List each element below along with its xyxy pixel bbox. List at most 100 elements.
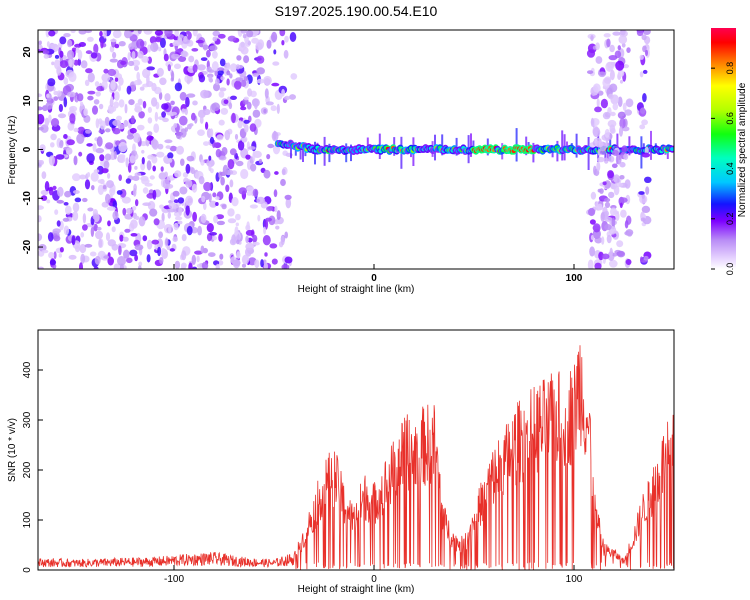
heatmap-cell [611, 149, 619, 156]
heatmap-cell [118, 154, 126, 159]
heatmap-cell [139, 40, 145, 47]
heatmap-cell [619, 175, 625, 180]
heatmap-cell [271, 131, 279, 142]
heatmap-cell [260, 259, 264, 268]
heatmap-cell [72, 173, 81, 182]
heatmap-cell [158, 231, 164, 239]
heatmap-cell [111, 226, 116, 233]
heatmap-cell [609, 124, 616, 134]
heatmap-cell [122, 207, 127, 216]
heatmap-cell [606, 234, 612, 244]
heatmap-cell [600, 98, 609, 109]
heatmap-cell [252, 151, 256, 162]
heatmap-cell [611, 217, 616, 227]
heatmap-cell [110, 96, 114, 106]
heatmap-cell [267, 143, 275, 149]
heatmap-cell [209, 200, 218, 208]
heatmap-cell [211, 102, 221, 112]
heatmap-cell [125, 207, 133, 215]
heatmap-cell [195, 39, 204, 44]
heatmap-cell [223, 99, 229, 105]
spectrogram-x-ticks: -100 0 100 [164, 264, 583, 284]
heatmap-cell [168, 225, 172, 234]
heatmap-cell [289, 94, 296, 100]
heatmap-cell [151, 239, 160, 245]
heatmap-cell [590, 35, 594, 41]
heatmap-cell [49, 259, 57, 266]
heatmap-cell [601, 236, 605, 245]
heatmap-cell [109, 58, 118, 63]
heatmap-cell [598, 71, 606, 76]
heatmap-cell [266, 206, 274, 212]
heatmap-cell [257, 214, 261, 222]
heatmap-cell [58, 104, 64, 112]
heatmap-cell [151, 97, 158, 107]
heatmap-cell [208, 193, 212, 203]
heatmap-cell [251, 37, 259, 44]
heatmap-cell [105, 232, 111, 242]
heatmap-cell [79, 243, 87, 254]
heatmap-cell [129, 34, 138, 42]
heatmap-cell [174, 260, 181, 269]
heatmap-cell [135, 199, 139, 207]
heatmap-cell [597, 156, 605, 163]
heatmap-cell [625, 98, 634, 108]
heatmap-cell [229, 148, 237, 156]
heatmap-cell [617, 96, 623, 108]
heatmap-cell [215, 202, 219, 206]
heatmap-cell [592, 127, 601, 138]
heatmap-cell [65, 147, 73, 155]
heatmap-cell [169, 248, 175, 252]
heatmap-cell [206, 49, 211, 58]
heatmap-cell [237, 140, 245, 151]
heatmap-cell [219, 253, 224, 260]
heatmap-cell [192, 100, 198, 106]
heatmap-cell [281, 264, 290, 269]
y-tick-label: 400 [22, 361, 33, 378]
heatmap-cell [56, 220, 61, 227]
heatmap-cell [203, 181, 212, 192]
heatmap-cell [284, 35, 289, 43]
heatmap-cell [50, 142, 55, 148]
heatmap-cell [621, 43, 626, 48]
heatmap-cell [240, 168, 249, 180]
x-tick-label: -100 [164, 273, 184, 284]
heatmap-cell [271, 31, 278, 43]
heatmap-cell [619, 126, 623, 137]
heatmap-cell [123, 119, 129, 128]
heatmap-cell [57, 186, 64, 197]
heatmap-cell [643, 255, 649, 261]
y-tick-label: 20 [22, 46, 33, 58]
heatmap-cell [146, 131, 153, 137]
heatmap-cell [217, 67, 225, 71]
heatmap-cell [217, 33, 226, 39]
heatmap-cell [38, 126, 44, 131]
heatmap-cell [619, 79, 624, 84]
heatmap-cell [158, 91, 163, 100]
heatmap-cell [586, 49, 596, 58]
heatmap-cell [159, 77, 167, 86]
heatmap-cell [171, 53, 180, 60]
heatmap-cell [38, 205, 44, 210]
heatmap-cell [272, 61, 280, 66]
heatmap-cell [93, 99, 100, 105]
heatmap-cell [595, 56, 603, 64]
heatmap-cell [171, 70, 175, 81]
heatmap-cell [67, 91, 76, 98]
heatmap-cell [137, 50, 144, 59]
heatmap-cell [241, 254, 250, 265]
heatmap-cell [146, 239, 153, 250]
heatmap-cell [123, 249, 130, 259]
heatmap-cell [226, 62, 231, 71]
heatmap-cell [147, 106, 152, 113]
heatmap-cell [246, 101, 252, 110]
heatmap-cell [132, 175, 140, 181]
heatmap-cell [70, 30, 76, 34]
heatmap-cell [202, 108, 211, 116]
y-tick-label: 0 [22, 567, 33, 573]
heatmap-cell [127, 162, 132, 173]
heatmap-cell [153, 218, 160, 226]
heatmap-cell [152, 189, 157, 200]
heatmap-cell [174, 170, 182, 178]
heatmap-cell [172, 190, 180, 197]
